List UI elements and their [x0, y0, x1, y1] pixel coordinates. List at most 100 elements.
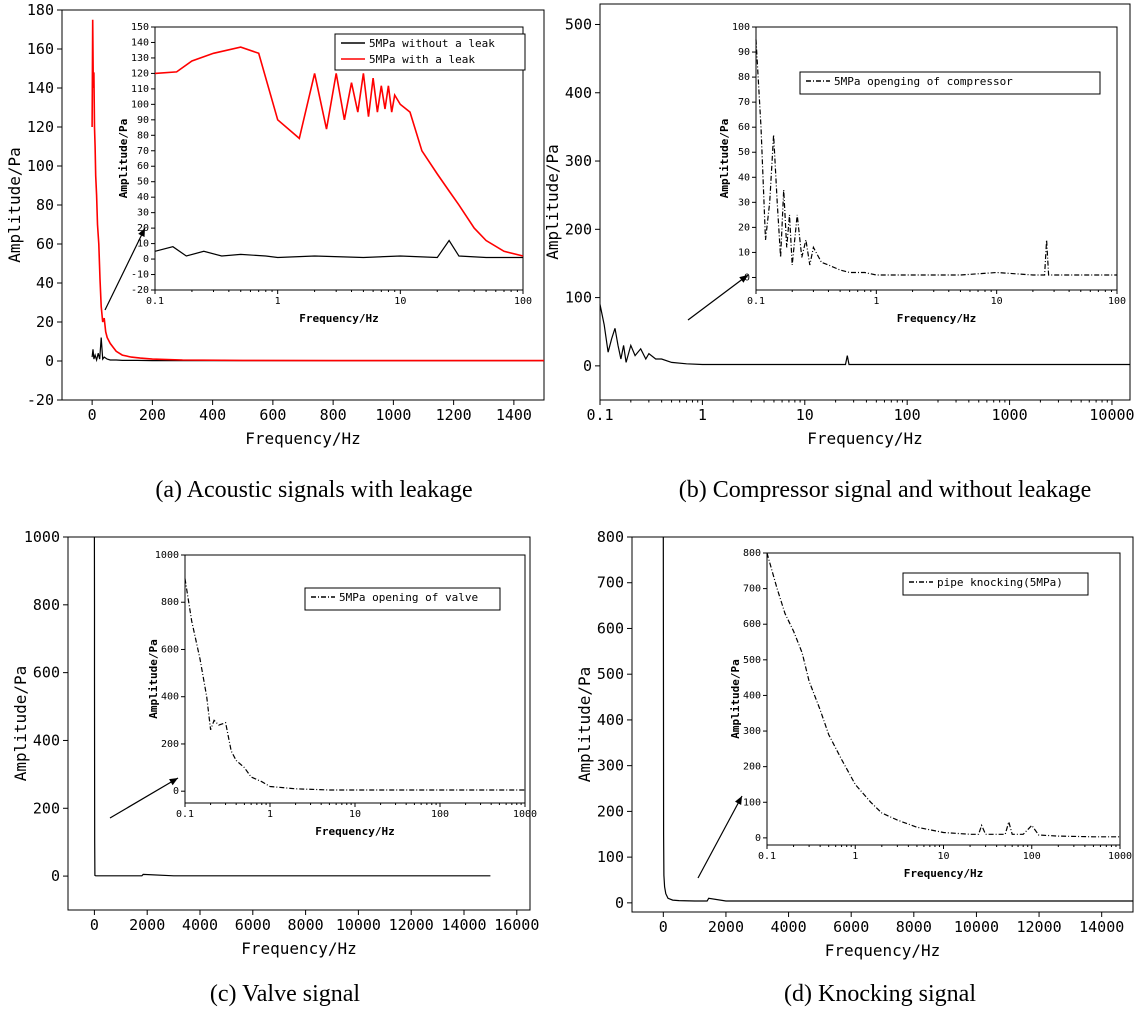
y-axis-label: Amplitude/Pa	[5, 147, 24, 263]
y-tick-label: 700	[597, 574, 624, 592]
y-tick-label: 700	[743, 584, 761, 595]
x-tick-label: 8000	[288, 916, 324, 934]
x-tick-label: 14000	[1079, 918, 1124, 936]
x-tick-label: 100	[514, 296, 532, 307]
series-line	[755, 39, 1117, 276]
x-tick-label: 0.1	[176, 809, 194, 820]
x-tick-label: 6000	[833, 918, 869, 936]
legend-label: 5MPa without a leak	[369, 37, 495, 50]
series-line	[154, 46, 524, 257]
y-tick-label: 0	[143, 254, 149, 265]
x-axis-label: Frequency/Hz	[299, 312, 378, 325]
legend-label: 5MPa with a leak	[369, 53, 475, 66]
y-tick-label: 300	[743, 726, 761, 737]
y-axis-label: Amplitude/Pa	[11, 666, 30, 782]
inset-chart-b: 0.1 1 10 100 0 10 20 30 40 50 60 70 80 90 100 Frequency…	[718, 22, 1126, 325]
legend-label: 5MPa opening of valve	[339, 591, 478, 604]
y-tick-label: -10	[131, 270, 149, 281]
x-tick-label: 100	[1108, 296, 1126, 307]
y-tick-label: 200	[33, 799, 60, 817]
y-tick-label: 50	[738, 147, 750, 158]
x-tick-label: 6000	[235, 916, 271, 934]
y-axis-label: Amplitude/Pa	[147, 639, 160, 718]
y-tick-label: 40	[36, 274, 54, 292]
y-axis-label: Amplitude/Pa	[543, 144, 562, 260]
y-tick-label: 0	[583, 357, 592, 375]
y-tick-label: 600	[743, 619, 761, 630]
x-tick-label: 1	[852, 851, 858, 862]
pointer-arrow-head	[138, 228, 145, 237]
x-tick-label: 12000	[1016, 918, 1061, 936]
y-tick-label: 50	[137, 177, 149, 188]
y-tick-label: 70	[137, 146, 149, 157]
y-tick-label: 200	[565, 220, 592, 238]
x-tick-label: 10000	[1089, 406, 1134, 424]
x-tick-label: 1	[698, 406, 707, 424]
chart-panel-c: 0 2000 4000 6000 8000 10000 12000 14000 16000020…	[11, 528, 539, 1007]
x-tick-label: 100	[1023, 851, 1041, 862]
y-tick-label: 120	[131, 68, 149, 79]
x-tick-label: 14000	[441, 916, 486, 934]
legend: pipe knocking(5MPa)	[902, 572, 1089, 596]
series-line	[154, 239, 523, 259]
x-tick-label: 10	[349, 809, 361, 820]
x-tick-label: 0	[88, 406, 97, 424]
y-tick-label: -20	[131, 285, 149, 296]
y-tick-label: 10	[738, 247, 750, 258]
x-tick-label: 100	[431, 809, 449, 820]
y-tick-label: 100	[597, 848, 624, 866]
y-tick-label: 100	[131, 99, 149, 110]
pointer-arrow-line	[687, 274, 749, 321]
y-tick-label: 0	[744, 272, 750, 283]
y-tick-label: 500	[565, 15, 592, 33]
x-tick-label: 100	[894, 406, 921, 424]
y-tick-label: 80	[738, 72, 750, 83]
axes-frame	[631, 536, 1134, 913]
x-axis-label: Frequency/Hz	[315, 825, 394, 838]
x-tick-label: 1200	[436, 406, 472, 424]
x-axis-label: Frequency/Hz	[904, 867, 983, 880]
y-axis-label: Amplitude/Pa	[729, 659, 742, 738]
x-tick-label: 1	[873, 296, 879, 307]
legend-label: pipe knocking(5MPa)	[937, 576, 1063, 589]
y-axis-label: Amplitude/Pa	[718, 119, 731, 198]
inset-chart-d: 0.1 1 10 100 1000 0 100 200 300 400 500 600 700 800 Fr…	[729, 548, 1132, 880]
inset-frame	[154, 26, 524, 291]
y-tick-label: 100	[743, 797, 761, 808]
panel-caption: (a) Acoustic signals with leakage	[155, 477, 472, 503]
y-tick-label: 180	[27, 1, 54, 19]
pointer-arrow-line	[104, 227, 146, 311]
y-tick-label: 0	[615, 894, 624, 912]
y-tick-label: 400	[597, 711, 624, 729]
y-tick-label: 80	[36, 196, 54, 214]
y-tick-label: 0	[173, 786, 179, 797]
x-tick-label: 0.1	[747, 296, 765, 307]
x-axis-label: Frequency/Hz	[825, 941, 941, 960]
x-tick-label: 10000	[336, 916, 381, 934]
y-tick-label: 20	[137, 223, 149, 234]
x-tick-label: 1000	[375, 406, 411, 424]
y-tick-label: 0	[45, 352, 54, 370]
y-tick-label: 1000	[24, 528, 60, 546]
inset-frame	[755, 26, 1118, 291]
x-tick-label: 1	[267, 809, 273, 820]
y-tick-label: 60	[36, 235, 54, 253]
series-line	[91, 337, 544, 363]
pointer-arrow-line	[697, 795, 743, 879]
series-line	[184, 578, 525, 791]
x-tick-label: 1000	[513, 809, 537, 820]
x-tick-label: 2000	[129, 916, 165, 934]
y-tick-label: 800	[743, 548, 761, 559]
x-tick-label: 10000	[954, 918, 999, 936]
y-tick-label: 400	[161, 692, 179, 703]
x-tick-label: 1400	[496, 406, 532, 424]
y-tick-label: 140	[131, 37, 149, 48]
x-tick-label: 8000	[896, 918, 932, 936]
y-tick-label: 20	[738, 222, 750, 233]
panel-caption: (b) Compressor signal and without leakag…	[679, 477, 1092, 503]
y-tick-label: 800	[597, 528, 624, 546]
x-tick-label: 4000	[182, 916, 218, 934]
y-tick-label: 400	[565, 84, 592, 102]
y-tick-label: 200	[597, 802, 624, 820]
y-tick-label: 500	[743, 655, 761, 666]
